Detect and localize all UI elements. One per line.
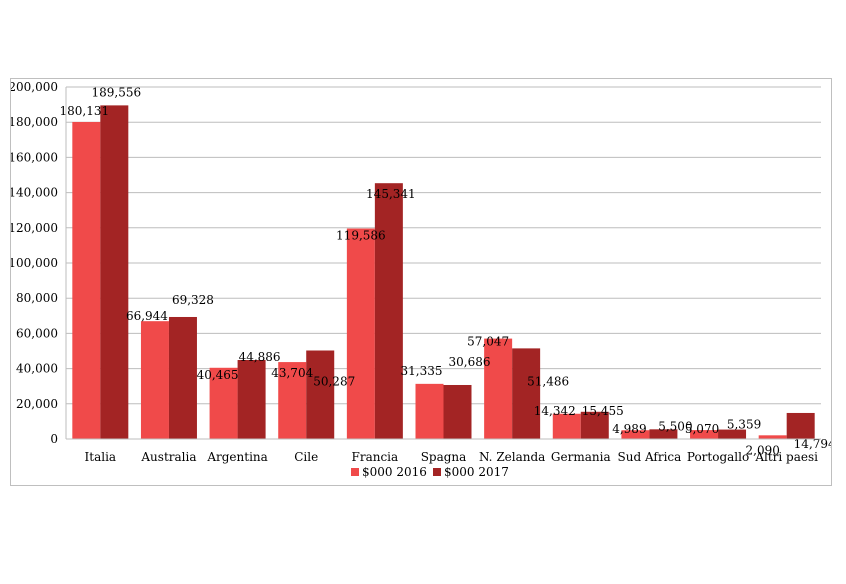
x-tick-label: Argentina bbox=[206, 450, 267, 464]
bar-2017 bbox=[580, 411, 609, 439]
y-tick-label: 40,000 bbox=[16, 362, 58, 376]
data-label: 50,287 bbox=[313, 374, 355, 388]
data-label: 31,335 bbox=[401, 364, 443, 378]
legend-label: $000 2016 bbox=[362, 465, 427, 479]
y-tick-label: 20,000 bbox=[16, 397, 58, 411]
data-label: 189,556 bbox=[92, 85, 142, 99]
x-tick-label: Sud Africa bbox=[618, 450, 682, 464]
data-label: 30,686 bbox=[449, 355, 491, 369]
bar-2016 bbox=[621, 430, 650, 439]
x-tick-label: Spagna bbox=[421, 450, 467, 464]
data-label: 40,465 bbox=[197, 368, 239, 382]
data-label: 66,944 bbox=[126, 309, 168, 323]
y-tick-label: 80,000 bbox=[16, 291, 58, 305]
data-label: 119,586 bbox=[336, 229, 386, 243]
data-label: 57,047 bbox=[467, 335, 509, 349]
data-label: 5,070 bbox=[685, 422, 719, 436]
bar-2016 bbox=[209, 367, 238, 439]
y-tick-label: 120,000 bbox=[11, 221, 58, 235]
bar-2016 bbox=[484, 338, 513, 439]
data-label: 145,341 bbox=[366, 187, 416, 201]
y-tick-label: 200,000 bbox=[11, 80, 58, 94]
bar-2017 bbox=[718, 429, 747, 439]
bar-2016 bbox=[140, 321, 169, 439]
legend-swatch bbox=[351, 468, 359, 476]
bar-2017 bbox=[786, 412, 815, 439]
bar-2017 bbox=[374, 183, 403, 439]
y-tick-label: 180,000 bbox=[11, 115, 58, 129]
bars bbox=[72, 105, 815, 440]
data-label: 69,328 bbox=[172, 293, 214, 307]
legend-label: $000 2017 bbox=[444, 465, 509, 479]
data-label: 44,886 bbox=[239, 350, 281, 364]
data-label: 180,131 bbox=[60, 104, 110, 118]
bar-2017 bbox=[443, 384, 472, 439]
legend-swatch bbox=[433, 468, 441, 476]
legend-item-2017: $000 2017 bbox=[433, 465, 509, 479]
bar-2016 bbox=[552, 413, 581, 439]
x-tick-label: Australia bbox=[140, 450, 196, 464]
y-tick-label: 60,000 bbox=[16, 326, 58, 340]
data-label: 51,486 bbox=[527, 374, 569, 388]
bar-2017 bbox=[512, 348, 541, 439]
x-tick-label: N. Zelanda bbox=[479, 450, 545, 464]
data-label: 4,989 bbox=[612, 422, 646, 436]
x-tick-label: Cile bbox=[294, 450, 318, 464]
bar-2016 bbox=[415, 383, 444, 439]
chart-frame: 0 20,000 40,000 60,000 80,000 100,000 120,000 1… bbox=[10, 78, 832, 486]
data-label: 15,455 bbox=[582, 404, 624, 418]
legend: $000 2016 $000 2017 bbox=[351, 465, 509, 479]
data-label: 14,794 bbox=[794, 437, 831, 451]
y-tick-label: 140,000 bbox=[11, 186, 58, 200]
x-tick-label: Italia bbox=[85, 450, 117, 464]
data-label: 43,704 bbox=[271, 366, 313, 380]
x-axis: Italia Australia Argentina Cile Francia Spagn… bbox=[66, 438, 821, 464]
bar-chart: 020,00040,00060,00080,000100,000120,0001… bbox=[11, 80, 831, 479]
y-axis: 0 20,000 40,000 60,000 80,000 100,000 120,000 1… bbox=[11, 80, 67, 446]
bar-2016 bbox=[690, 430, 719, 439]
x-tick-label: Francia bbox=[352, 450, 399, 464]
legend-item-2016: $000 2016 bbox=[351, 465, 427, 479]
bar-2016 bbox=[758, 435, 787, 439]
x-tick-label: Portogallo bbox=[687, 450, 749, 464]
bar-2017 bbox=[306, 350, 335, 439]
data-label: 5,500 bbox=[658, 419, 692, 433]
data-label: 5,359 bbox=[727, 418, 761, 432]
y-tick-label: 100,000 bbox=[11, 256, 58, 270]
bar-2016 bbox=[278, 362, 307, 439]
y-tick-label: 0 bbox=[50, 432, 58, 446]
bar-2017 bbox=[100, 105, 129, 439]
bar-2016 bbox=[346, 228, 375, 439]
data-label: 2,090 bbox=[746, 443, 780, 457]
x-tick-label: Altri paesi bbox=[754, 450, 818, 464]
bar-2017 bbox=[649, 429, 678, 439]
bar-2017 bbox=[237, 360, 266, 439]
y-tick-label: 160,000 bbox=[11, 150, 58, 164]
x-tick-label: Germania bbox=[551, 450, 611, 464]
bar-2016 bbox=[72, 121, 101, 440]
bar-2017 bbox=[168, 316, 197, 439]
data-label: 14,342 bbox=[534, 404, 576, 418]
